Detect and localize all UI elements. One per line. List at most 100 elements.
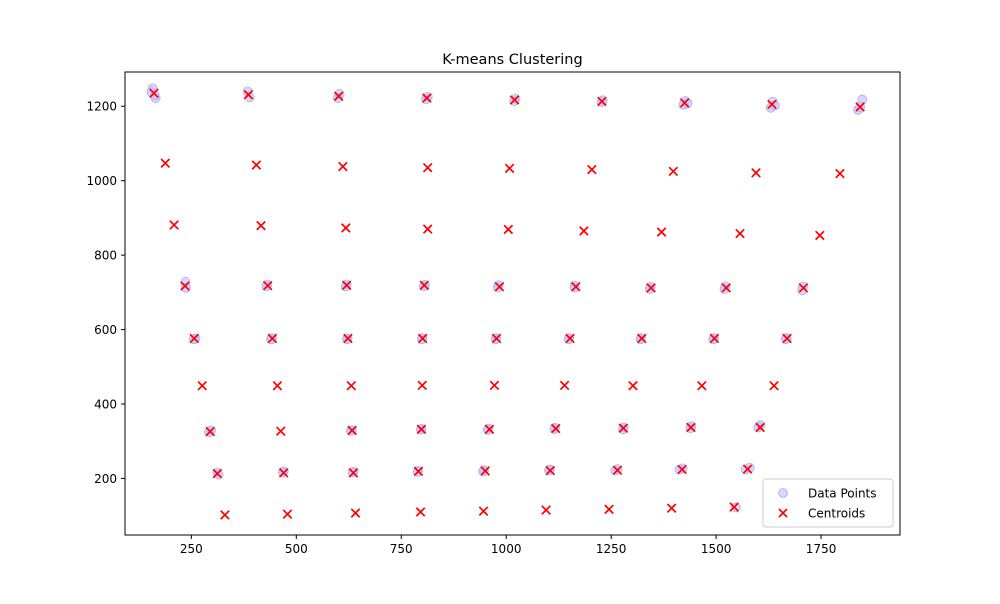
centroid-marker <box>343 333 353 344</box>
centroid-marker <box>565 333 575 344</box>
legend-data-points-label: Data Points <box>808 487 877 501</box>
centroid-marker <box>835 168 845 179</box>
centroid-marker <box>205 426 216 437</box>
plot-frame <box>124 71 901 536</box>
centroid-marker <box>855 102 865 112</box>
x-tick-label: 1250 <box>596 542 627 556</box>
centroid-marker <box>769 380 779 391</box>
centroid-marker <box>413 466 424 477</box>
centroid-marker <box>169 220 179 230</box>
centroid-marker <box>243 89 254 100</box>
centroid-marker <box>422 224 433 234</box>
centroid-marker <box>262 280 273 291</box>
centroid-marker <box>417 333 428 344</box>
y-tick-label: 1200 <box>86 100 117 114</box>
centroid-marker <box>545 465 556 476</box>
y-tick-label: 200 <box>94 472 117 486</box>
centroid-marker <box>256 220 266 231</box>
centroid-marker <box>597 96 607 107</box>
x-tick-label: 1000 <box>491 542 522 556</box>
centroid-marker <box>579 226 589 236</box>
data-point <box>753 422 763 433</box>
centroid-marker <box>422 162 433 173</box>
centroid-marker <box>267 333 278 344</box>
centroid-marker <box>668 166 679 177</box>
centroid-marker <box>282 509 293 519</box>
centroid-marker <box>416 424 427 435</box>
centroid-marker <box>767 99 777 110</box>
centroid-marker <box>587 164 597 175</box>
centroid-marker <box>751 168 761 178</box>
centroid-marker <box>742 464 753 474</box>
legend: Data Points Centroids <box>762 478 894 528</box>
centroid-marker <box>149 88 159 99</box>
centroid-marker <box>628 380 638 391</box>
legend-data-points-marker <box>778 488 788 498</box>
centroid-marker <box>815 230 825 241</box>
centroid-marker <box>735 228 745 239</box>
data-point <box>730 502 741 513</box>
centroid-marker <box>782 333 792 344</box>
centroid-marker <box>341 280 352 291</box>
centroid-marker <box>697 380 707 391</box>
y-tick-label: 800 <box>94 249 117 263</box>
centroid-marker <box>729 502 739 512</box>
data-point <box>674 464 685 475</box>
centroid-marker <box>646 283 656 293</box>
x-tick-label: 250 <box>180 542 203 556</box>
centroid-marker <box>559 380 570 391</box>
y-axis: 200 400 600 800 1000 1200 <box>86 100 125 486</box>
centroid-marker <box>251 160 262 170</box>
centroid-marker <box>180 281 190 291</box>
centroid-marker <box>686 422 696 433</box>
x-tick-label: 750 <box>390 542 413 556</box>
centroid-marker <box>338 161 348 172</box>
centroid-marker <box>212 468 223 479</box>
centroid-marker <box>415 507 426 517</box>
legend-centroids-label: Centroids <box>808 507 865 521</box>
centroid-marker <box>656 227 667 237</box>
centroid-marker <box>679 98 690 108</box>
centroid-marker <box>478 506 489 516</box>
centroid-marker <box>197 380 208 391</box>
x-tick-label: 1500 <box>701 542 732 556</box>
centroid-marker <box>604 504 614 515</box>
centroid-marker <box>677 464 687 475</box>
centroid-marker <box>798 283 809 293</box>
centroid-marker <box>541 505 551 515</box>
plot-area <box>146 83 868 520</box>
centroid-marker <box>484 424 495 435</box>
x-axis: 250 500 750 1000 1250 1500 1750 <box>180 535 836 556</box>
centroid-marker <box>666 503 677 514</box>
data-point <box>610 465 621 476</box>
centroid-marker <box>350 508 361 518</box>
x-tick-label: 500 <box>285 542 308 556</box>
centroid-marker <box>278 468 289 478</box>
centroid-marker <box>333 91 344 101</box>
centroid-marker <box>721 283 731 293</box>
y-tick-label: 400 <box>94 397 117 411</box>
legend-centroids-marker <box>778 508 788 518</box>
y-tick-label: 1000 <box>86 174 117 188</box>
centroid-marker <box>422 93 432 103</box>
centroid-marker <box>618 423 629 433</box>
centroid-marker <box>189 333 200 344</box>
centroid-marker <box>348 468 359 478</box>
centroid-marker <box>346 380 357 391</box>
centroid-marker <box>709 333 720 344</box>
data-point <box>740 464 751 475</box>
centroid-marker <box>489 380 500 391</box>
centroid-marker <box>220 510 230 520</box>
centroid-marker <box>341 223 351 233</box>
legend-box <box>762 478 894 528</box>
centroid-marker <box>417 380 428 391</box>
centroid-marker <box>419 280 430 291</box>
centroid-marker <box>550 423 561 434</box>
centroid-marker <box>480 466 491 476</box>
centroid-marker <box>494 281 505 292</box>
centroid-marker <box>275 426 286 436</box>
y-tick-label: 600 <box>94 323 117 337</box>
chart-title: K-means Clustering <box>442 52 582 68</box>
centroid-marker <box>612 465 623 476</box>
